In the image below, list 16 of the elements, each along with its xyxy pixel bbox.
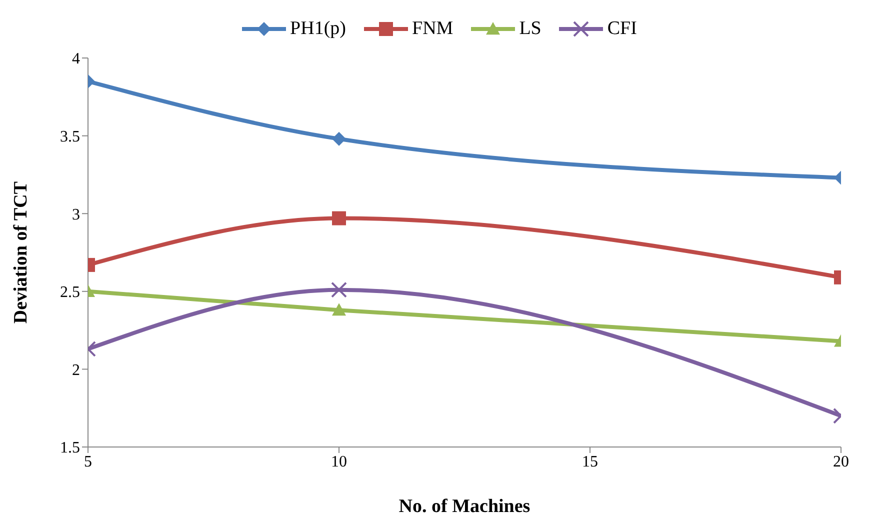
x-tick-label: 15	[582, 453, 598, 470]
y-axis-title: Deviation of TCT	[10, 181, 32, 324]
legend-label: FNM	[412, 18, 454, 40]
legend-label: PH1(p)	[290, 18, 346, 40]
x-tick-label: 5	[84, 453, 92, 470]
x-tick-label: 20	[833, 453, 849, 470]
y-tick-label: 4	[72, 50, 80, 68]
legend-label: CFI	[607, 18, 637, 40]
x-tick-label: 10	[331, 453, 347, 470]
y-tick-label: 3.5	[60, 128, 80, 146]
x-axis-title: No. of Machines	[398, 496, 530, 517]
y-tick-label: 3	[72, 206, 80, 224]
y-tick-label: 1.5	[60, 440, 80, 457]
y-tick-label: 2.5	[60, 284, 80, 302]
y-tick-label: 2	[72, 362, 80, 379]
legend-label: LS	[519, 18, 542, 40]
